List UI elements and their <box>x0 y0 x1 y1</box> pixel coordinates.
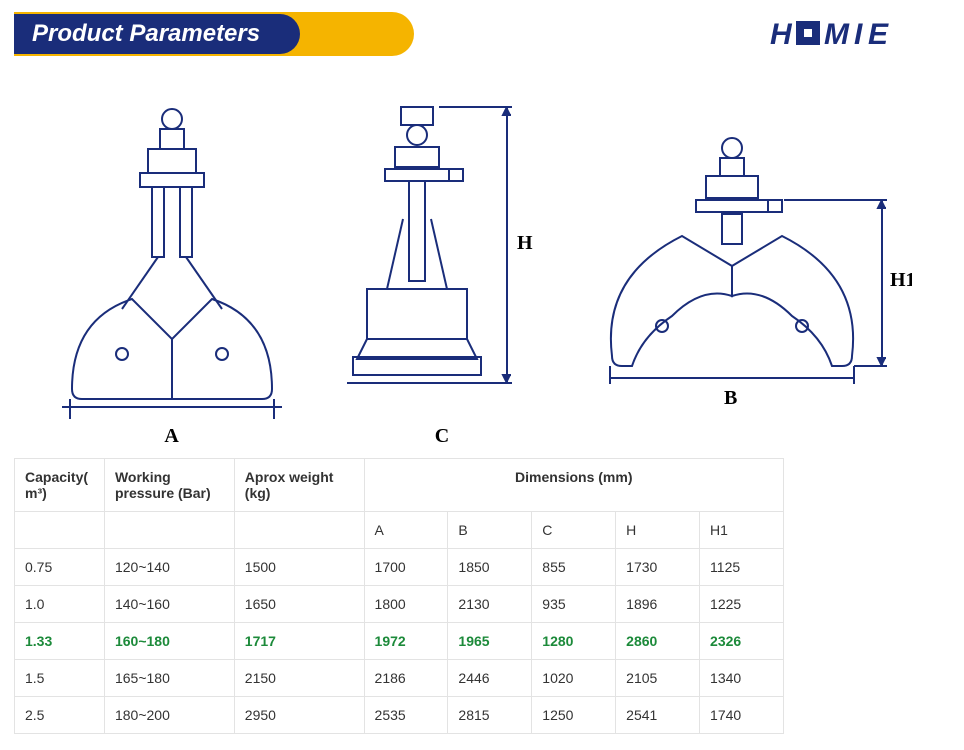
table-row: 1.0140~16016501800213093518961225 <box>15 586 784 623</box>
table-header-row: Capacity( m³) Working pressure (Bar) Apr… <box>15 459 784 512</box>
svg-text:E: E <box>868 18 889 51</box>
cell-capacity: 2.5 <box>15 697 105 734</box>
cell-pressure: 180~200 <box>104 697 234 734</box>
subhead-empty-3 <box>234 512 364 549</box>
table-subheader-row: A B C H H1 <box>15 512 784 549</box>
cell-c: 855 <box>532 549 616 586</box>
diagram-area: A <box>14 68 950 448</box>
cell-b: 1850 <box>448 549 532 586</box>
dim-label-b-text: B <box>724 387 737 409</box>
cell-a: 2186 <box>364 660 448 697</box>
diagram-view-c: H C <box>327 99 557 448</box>
cell-weight: 2150 <box>234 660 364 697</box>
cell-h: 1896 <box>616 586 700 623</box>
parameters-table-wrap: Capacity( m³) Working pressure (Bar) Apr… <box>14 458 784 734</box>
cell-c: 1250 <box>532 697 616 734</box>
subcol-c: C <box>532 512 616 549</box>
cell-h: 2860 <box>616 623 700 660</box>
cell-h: 1730 <box>616 549 700 586</box>
dim-label-c: C <box>435 425 449 448</box>
cell-pressure: 140~160 <box>104 586 234 623</box>
col-capacity: Capacity( m³) <box>15 459 105 512</box>
cell-c: 1280 <box>532 623 616 660</box>
subhead-empty-2 <box>104 512 234 549</box>
cell-capacity: 0.75 <box>15 549 105 586</box>
col-pressure: Working pressure (Bar) <box>104 459 234 512</box>
cell-h: 2105 <box>616 660 700 697</box>
cell-h1: 1340 <box>700 660 784 697</box>
diagram-view-b: H1 B <box>592 126 912 448</box>
subcol-a: A <box>364 512 448 549</box>
parameters-table: Capacity( m³) Working pressure (Bar) Apr… <box>14 458 784 734</box>
cell-capacity: 1.5 <box>15 660 105 697</box>
cell-pressure: 120~140 <box>104 549 234 586</box>
cell-h1: 2326 <box>700 623 784 660</box>
dim-label-h1-text: H1 <box>890 269 912 291</box>
cell-a: 2535 <box>364 697 448 734</box>
header-row: Product Parameters H M I E <box>14 12 950 56</box>
cell-b: 2130 <box>448 586 532 623</box>
diagram-b-svg: H1 B <box>592 126 912 426</box>
cell-weight: 2950 <box>234 697 364 734</box>
cell-c: 1020 <box>532 660 616 697</box>
cell-a: 1800 <box>364 586 448 623</box>
cell-b: 1965 <box>448 623 532 660</box>
table-row: 2.5180~200295025352815125025411740 <box>15 697 784 734</box>
page: Product Parameters H M I E <box>0 0 964 746</box>
subcol-h: H <box>616 512 700 549</box>
svg-text:M: M <box>824 18 850 51</box>
diagram-a-svg <box>52 99 292 419</box>
cell-weight: 1650 <box>234 586 364 623</box>
cell-pressure: 160~180 <box>104 623 234 660</box>
cell-capacity: 1.0 <box>15 586 105 623</box>
cell-c: 935 <box>532 586 616 623</box>
cell-weight: 1500 <box>234 549 364 586</box>
table-body: 0.75120~140150017001850855173011251.0140… <box>15 549 784 734</box>
subhead-empty-1 <box>15 512 105 549</box>
cell-h1: 1225 <box>700 586 784 623</box>
subcol-h1: H1 <box>700 512 784 549</box>
cell-h1: 1125 <box>700 549 784 586</box>
svg-text:H: H <box>770 18 793 51</box>
cell-b: 2815 <box>448 697 532 734</box>
table-row: 1.5165~180215021862446102021051340 <box>15 660 784 697</box>
cell-h: 2541 <box>616 697 700 734</box>
brand-logo-svg: H M I E <box>770 17 920 51</box>
cell-a: 1972 <box>364 623 448 660</box>
cell-weight: 1717 <box>234 623 364 660</box>
table-row: 0.75120~14015001700185085517301125 <box>15 549 784 586</box>
cell-a: 1700 <box>364 549 448 586</box>
diagram-c-svg: H <box>327 99 557 419</box>
cell-b: 2446 <box>448 660 532 697</box>
cell-h1: 1740 <box>700 697 784 734</box>
col-weight: Aprox weight (kg) <box>234 459 364 512</box>
subcol-b: B <box>448 512 532 549</box>
diagram-view-a: A <box>52 99 292 448</box>
cell-pressure: 165~180 <box>104 660 234 697</box>
cell-capacity: 1.33 <box>15 623 105 660</box>
brand-logo: H M I E <box>770 17 950 51</box>
page-title: Product Parameters <box>14 14 300 54</box>
title-wrap: Product Parameters <box>14 12 300 56</box>
col-dimensions: Dimensions (mm) <box>364 459 783 512</box>
table-row: 1.33160~180171719721965128028602326 <box>15 623 784 660</box>
svg-text:I: I <box>854 18 863 51</box>
dim-label-a: A <box>164 425 178 448</box>
dim-label-h-text: H <box>517 232 533 254</box>
